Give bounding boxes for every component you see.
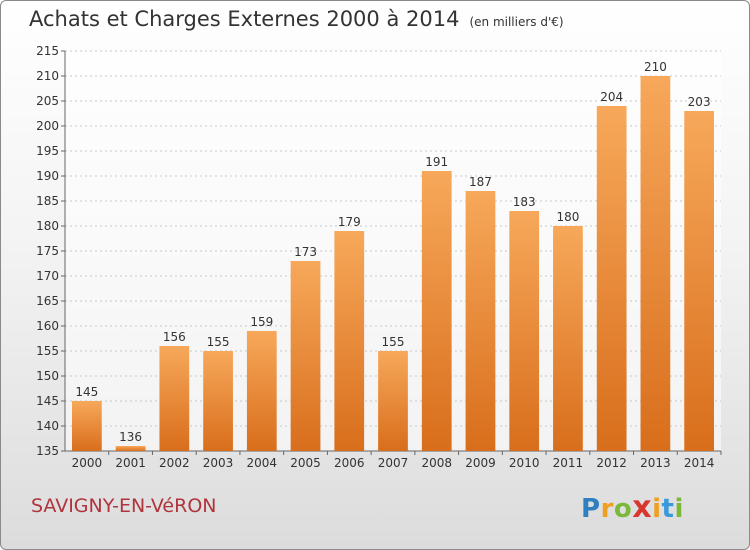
bar [596,106,627,451]
bar-value-label: 210 [644,60,667,74]
proxiti-logo: Proxiti [581,490,684,525]
logo-letter: i [652,494,662,524]
x-tick-label: 2011 [553,456,584,470]
chart-subtitle: (en milliers d'€) [469,15,564,29]
bar-value-label: 145 [75,385,98,399]
chart-title: Achats et Charges Externes 2000 à 2014 [29,7,460,31]
x-tick-label: 2004 [247,456,278,470]
y-tick-label: 135 [36,444,59,458]
x-tick-label: 2008 [421,456,452,470]
y-tick-label: 140 [36,419,59,433]
logo-letter: o [613,494,633,524]
bar [640,76,671,451]
x-tick-label: 2013 [640,456,671,470]
chart-title-block: Achats et Charges Externes 2000 à 2014 (e… [29,7,564,31]
bar-value-label: 179 [338,215,361,229]
bar [465,191,496,451]
x-tick-label: 2012 [596,456,627,470]
bar [290,261,321,451]
x-tick-label: 2009 [465,456,496,470]
y-tick-label: 195 [36,144,59,158]
y-tick-label: 175 [36,244,59,258]
bar-value-label: 187 [469,175,492,189]
logo-letter: r [600,494,614,524]
bar [421,171,452,451]
bar-value-label: 203 [688,95,711,109]
bar-value-label: 183 [513,195,536,209]
x-tick-label: 2001 [115,456,146,470]
bar [246,331,277,451]
x-tick-label: 2006 [334,456,365,470]
x-tick-label: 2002 [159,456,190,470]
bar [203,351,233,451]
x-tick-label: 2010 [509,456,540,470]
bar [115,446,146,451]
bar [159,346,190,451]
y-tick-label: 155 [36,344,59,358]
logo-letter: t [661,494,675,524]
x-tick-label: 2007 [378,456,409,470]
bar [553,226,583,451]
y-tick-label: 180 [36,219,59,233]
bar [71,401,102,451]
logo-letter: P [581,494,601,524]
bar-value-label: 204 [600,90,623,104]
bar-value-label: 180 [556,210,579,224]
x-tick-label: 2014 [684,456,715,470]
y-tick-label: 170 [36,269,59,283]
bar-value-label: 155 [207,335,230,349]
x-tick-label: 2000 [72,456,103,470]
bar-value-label: 136 [119,430,142,444]
bar [378,351,408,451]
bar-value-label: 159 [250,315,273,329]
x-tick-label: 2005 [290,456,321,470]
y-tick-label: 190 [36,169,59,183]
bar-value-label: 173 [294,245,317,259]
y-tick-label: 185 [36,194,59,208]
logo-letter: x [632,490,653,525]
bar [334,231,365,451]
bar [509,211,540,451]
y-tick-label: 215 [36,44,59,58]
bar [684,111,715,451]
y-tick-label: 205 [36,94,59,108]
y-tick-label: 145 [36,394,59,408]
y-tick-label: 165 [36,294,59,308]
logo-letter: i [674,494,684,524]
y-tick-label: 160 [36,319,59,333]
bar-value-label: 191 [425,155,448,169]
y-tick-label: 210 [36,69,59,83]
bar-value-label: 156 [163,330,186,344]
place-name: SAVIGNY-EN-VéRON [31,495,217,517]
y-tick-label: 200 [36,119,59,133]
x-tick-label: 2003 [203,456,234,470]
bar-value-label: 155 [382,335,405,349]
y-tick-label: 150 [36,369,59,383]
